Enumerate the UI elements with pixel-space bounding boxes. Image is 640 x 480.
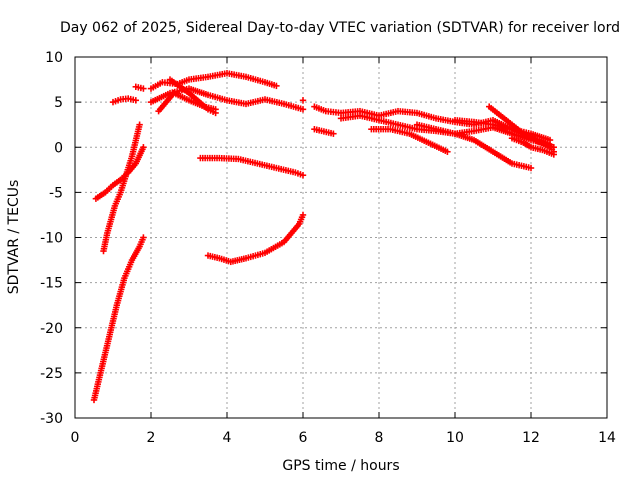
data-point [140,144,147,151]
y-tick-label: 0 [54,140,63,156]
gridlines [75,57,607,418]
data-point [299,172,307,179]
x-tick-labels: 0 2 4 6 8 10 12 14 [71,430,616,446]
series-arc-l [299,97,307,104]
x-axis-label: GPS time / hours [282,458,399,474]
series-arc-e [132,83,147,92]
series-arc-f [147,70,280,92]
series-arc-i [166,76,219,117]
y-axis-label: SDTVAR / TECUs [6,180,22,295]
series-arc-d [109,95,139,106]
data-point [550,144,557,151]
series-arc-j [197,154,307,179]
data-point [527,164,535,172]
y-tick-label: -15 [40,276,63,292]
series-arc-s [486,103,557,151]
x-tick-label: 4 [223,430,232,446]
y-tick-label: -10 [40,231,63,247]
data-point [273,82,280,90]
data-point [330,130,337,137]
series-arc-q [413,121,535,172]
x-tick-label: 6 [299,430,308,446]
data-point [132,97,139,104]
data-point [136,121,143,128]
series-arc-t [508,135,557,158]
plot-frame [74,56,608,419]
series-arc-p [368,126,451,155]
y-tick-label: -25 [40,366,63,382]
x-tick-label: 8 [375,430,384,446]
chart-title: Day 062 of 2025, Sidereal Day-to-day VTE… [60,20,620,36]
x-tick-label: 2 [147,430,156,446]
y-tick-label: 10 [45,50,63,66]
data-point [140,234,147,241]
y-tick-labels: -30 -25 -20 -15 -10 -5 0 5 10 [40,50,63,427]
data-point [299,106,307,113]
x-tick-label: 10 [446,430,464,446]
data-point [444,148,451,155]
x-tick-label: 0 [71,430,80,446]
series-arc-c [100,121,143,255]
y-tick-label: -30 [40,411,63,427]
data-points [90,70,557,404]
series-arc-k [204,211,307,266]
series-arc-n [311,126,337,137]
y-tick-label: -5 [49,185,63,201]
data-point [140,85,147,92]
x-tick-label: 12 [522,430,540,446]
data-point [299,97,307,104]
y-tick-label: 5 [54,95,63,111]
series-arc-a [90,234,147,404]
data-point [212,109,219,117]
data-point [299,211,307,219]
x-tick-label: 14 [598,430,616,446]
y-tick-label: -20 [40,321,63,337]
data-point [550,151,557,158]
